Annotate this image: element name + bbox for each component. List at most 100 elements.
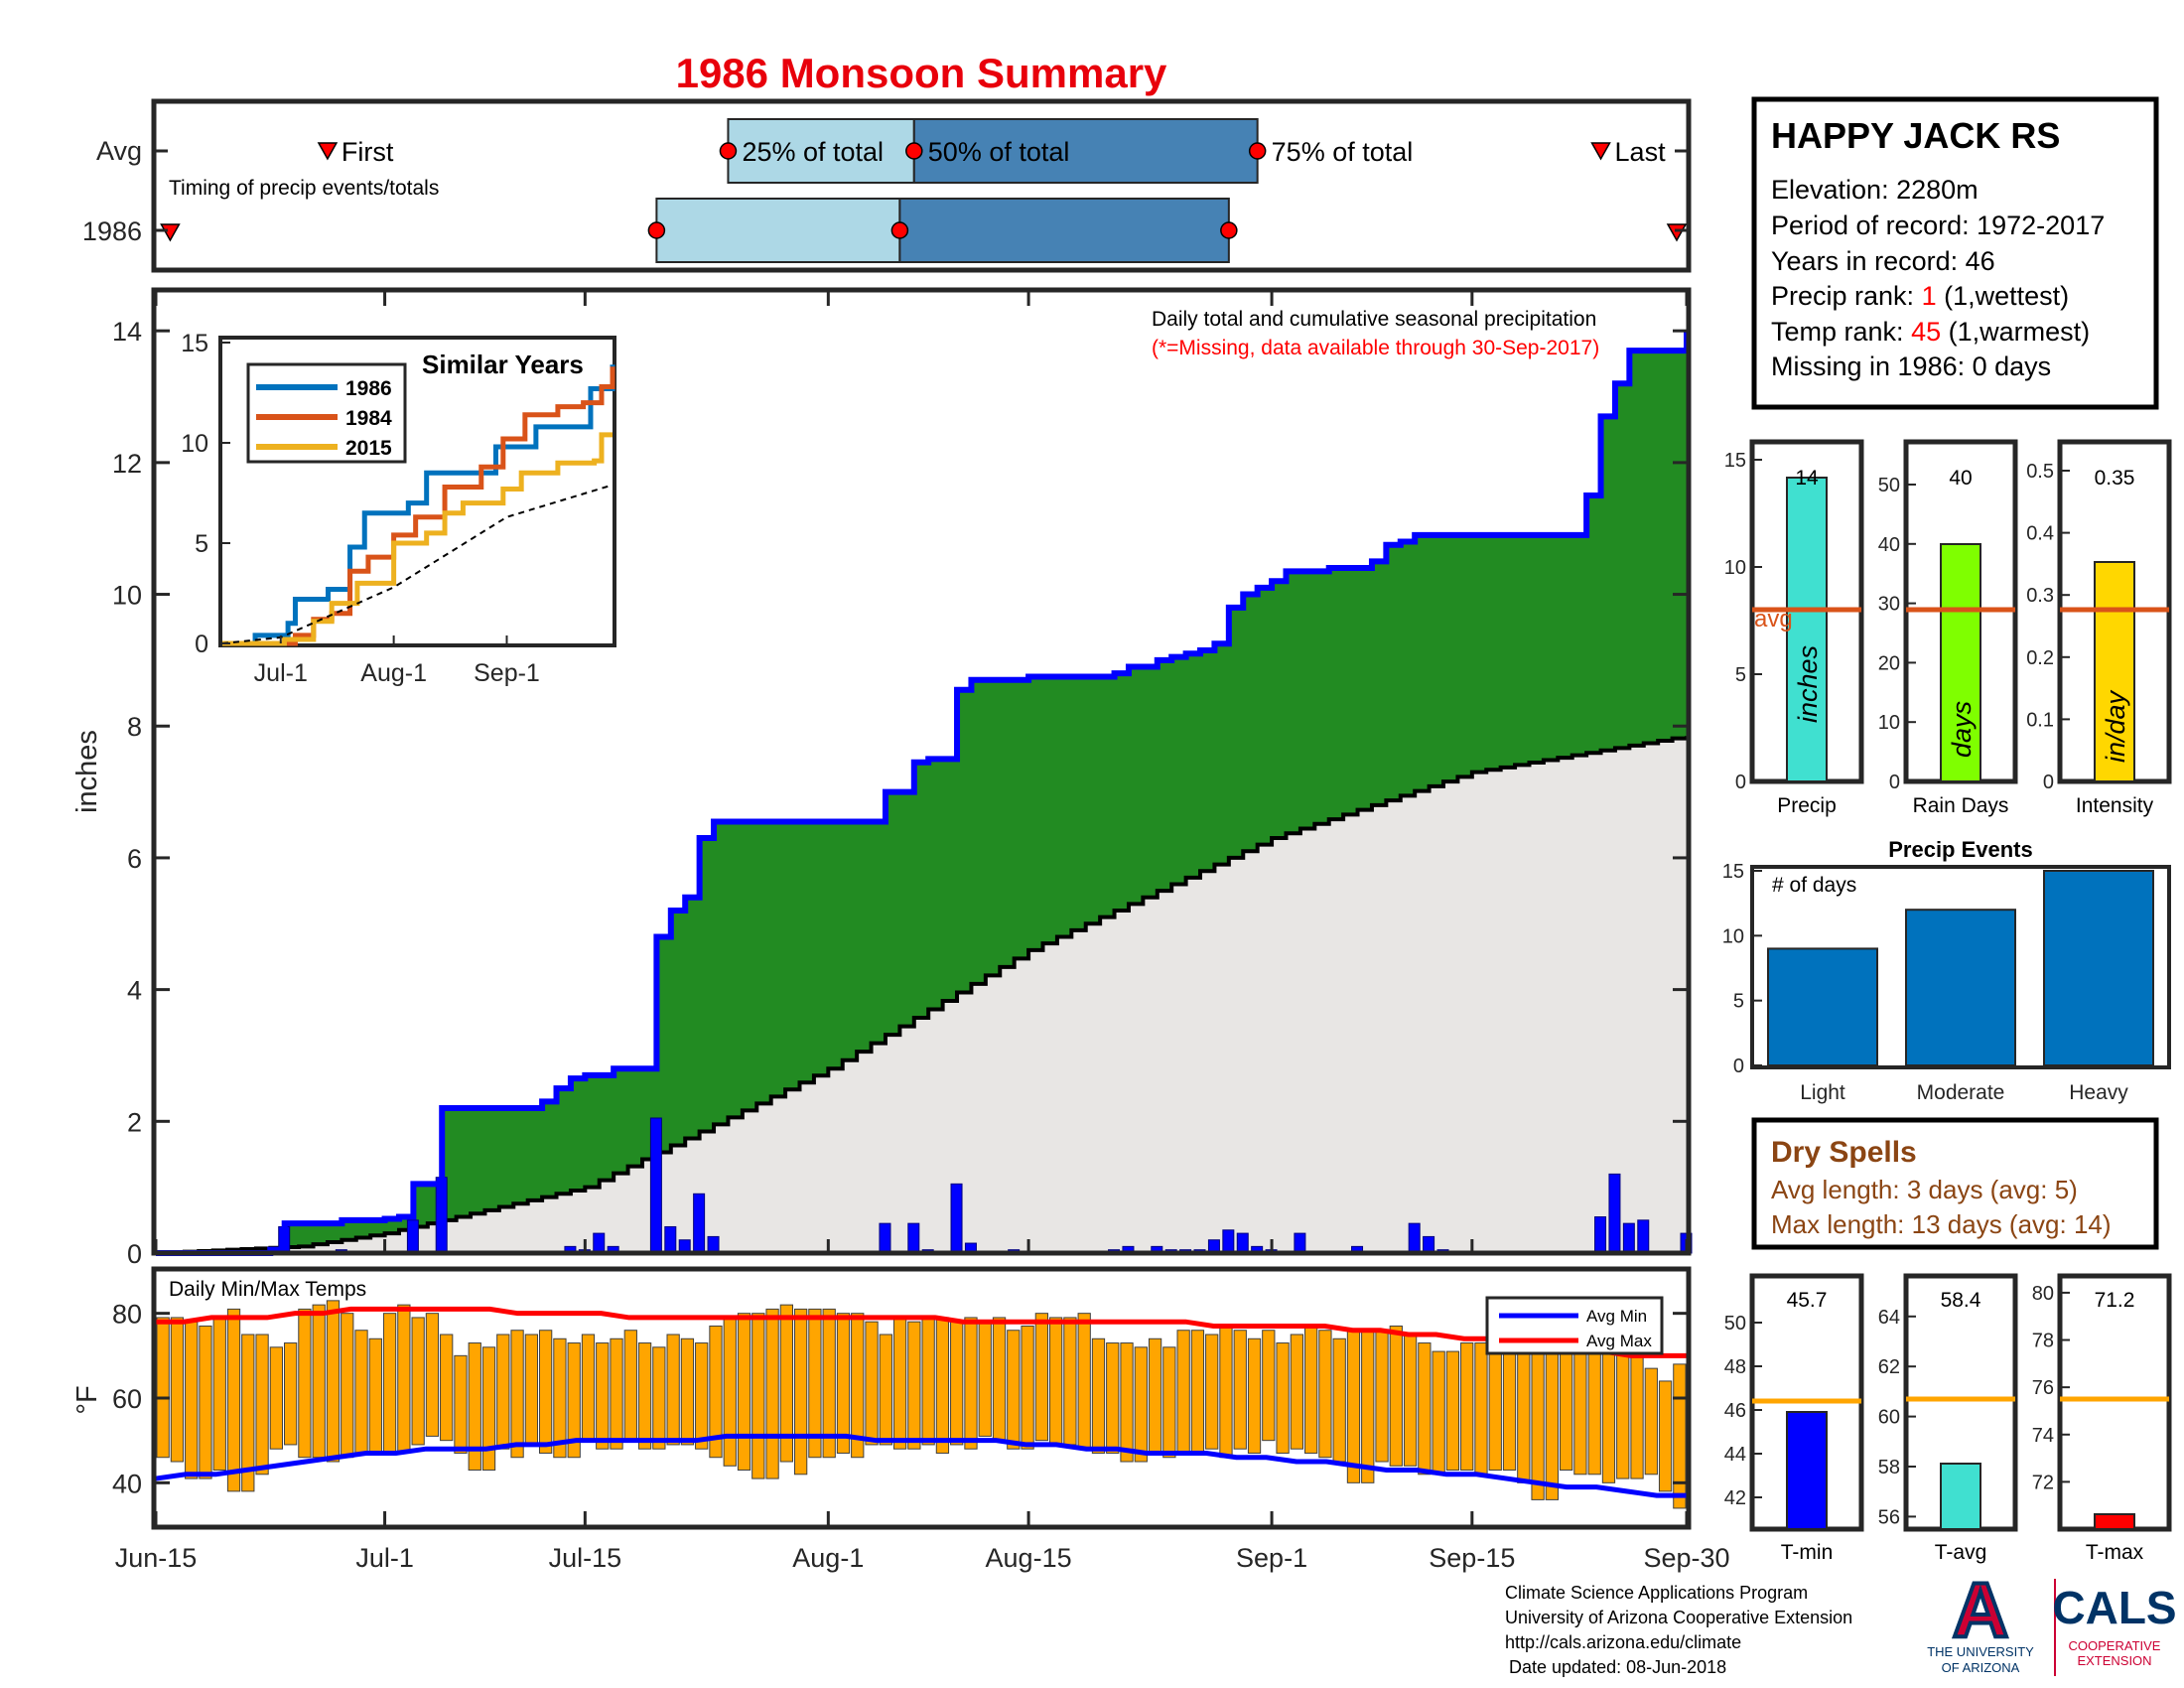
- mini-y-tick-label: 74: [2032, 1425, 2054, 1447]
- similar-years-x-tick-label: Aug-1: [360, 659, 427, 687]
- similar-years-inset: 0 5 10 15 Jul-1 Aug-1 Sep-1 Similar Years 1986…: [181, 330, 616, 687]
- daily-temp-range-bar: [1007, 1330, 1021, 1450]
- timing-marks: First Last 25% of total 50% of total 75% of …: [156, 118, 1688, 263]
- pct75-label: 75% of total: [1272, 137, 1414, 167]
- avg-min-legend-label: Avg Min: [1586, 1307, 1647, 1326]
- daily-temp-range-bar: [779, 1304, 794, 1463]
- x-tick-label: Aug-15: [986, 1543, 1072, 1573]
- daily-temp-range-bar: [284, 1342, 298, 1446]
- cals-line-1: COOPERATIVE: [2069, 1638, 2161, 1653]
- mini-y-tick-label: 60: [1878, 1407, 1900, 1429]
- daily-temp-range-bar: [454, 1354, 468, 1454]
- rain-days-y-axis: 0 10 20 30 40 50: [1878, 475, 1916, 793]
- daily-temp-range-bar: [921, 1317, 935, 1446]
- page-title: 1986 Monsoon Summary: [676, 50, 1167, 96]
- precip-y-tick-label: 8: [127, 712, 142, 742]
- daily-precip-bar: [1637, 1219, 1650, 1254]
- mini-y-tick-label: 80: [2032, 1283, 2054, 1305]
- x-tick-label: Sep-1: [1236, 1543, 1307, 1573]
- similar-years-y-tick-label: 15: [181, 330, 208, 357]
- daily-temp-range-bar: [1262, 1330, 1276, 1442]
- daily-temp-range-bar: [212, 1317, 226, 1472]
- daily-temp-range-bar: [1601, 1342, 1616, 1483]
- tmax-bar: [2094, 1513, 2135, 1530]
- mini-y-tick-label: 5: [1735, 664, 1746, 686]
- daily-temp-range-bar: [241, 1334, 255, 1492]
- temp-y-tick-label: 40: [112, 1469, 142, 1498]
- mini-y-tick-label: 40: [1878, 534, 1900, 556]
- daily-temp-range-bar: [822, 1308, 836, 1459]
- daily-precip-bar: [435, 1177, 448, 1254]
- daily-temp-range-bar: [1176, 1330, 1190, 1454]
- mini-y-tick-label: 50: [1878, 475, 1900, 496]
- footer-line-3: http://cals.arizona.edu/climate: [1505, 1632, 1741, 1652]
- daily-temp-range-bar: [1063, 1317, 1077, 1446]
- daily-temp-range-bar: [226, 1308, 241, 1492]
- precip-total-y-axis: 0 5 10 15: [1724, 450, 1762, 793]
- timing-row-label-avg: Avg: [96, 136, 142, 166]
- tavg-y-axis: 56 58 60 62 64: [1878, 1307, 1916, 1528]
- similar-year-line-2015: [222, 432, 613, 646]
- daily-temp-range-bar: [1630, 1350, 1644, 1479]
- tavg-chart: 58.4 T-avg 56 58 60 62 64: [1878, 1273, 2018, 1564]
- x-tick-label: Sep-30: [1643, 1543, 1729, 1573]
- daily-temp-range-bar: [496, 1334, 510, 1450]
- events-y-tick-label: 15: [1722, 861, 1744, 883]
- daily-temp-range-bar: [709, 1325, 723, 1459]
- daily-temp-range-bar: [1432, 1350, 1445, 1476]
- daily-temp-range-bar: [397, 1304, 411, 1454]
- precip-series: [156, 331, 1693, 1256]
- daily-temp-range-bar: [298, 1308, 312, 1459]
- similar-years-average-line: [221, 484, 614, 644]
- daily-temp-range-bar: [992, 1317, 1007, 1442]
- daily-temp-range-bar: [1134, 1346, 1148, 1463]
- daily-temp-range-bar: [1021, 1325, 1034, 1450]
- mini-y-tick-label: 0.1: [2026, 709, 2054, 731]
- daily-temp-range-bar: [1474, 1342, 1488, 1476]
- x-tick-label: Jun-15: [115, 1543, 198, 1573]
- mini-y-tick-label: 58: [1878, 1457, 1900, 1478]
- daily-temp-range-bar: [1205, 1334, 1219, 1450]
- y1986-last-marker: [1666, 223, 1688, 242]
- rain-days-unit: days: [1947, 701, 1977, 758]
- daily-temp-range-bar: [836, 1313, 851, 1454]
- mini-y-tick-label: 0: [1735, 772, 1746, 793]
- station-period: Period of record: 1972-2017: [1771, 211, 2105, 240]
- tavg-label: T-avg: [1935, 1541, 1987, 1564]
- daily-temp-range-bar: [935, 1317, 950, 1454]
- temp-y-tick-label: 80: [112, 1300, 142, 1330]
- daily-temp-range-bar: [1077, 1313, 1091, 1450]
- daily-precip-bar: [1294, 1232, 1306, 1254]
- daily-temp-range-bar: [596, 1342, 610, 1450]
- first-label: First: [341, 137, 394, 167]
- university-of-arizona-logo: A THE UNIVERSITY OF ARIZONA: [1927, 1564, 2034, 1675]
- tavg-bar: [1940, 1463, 1981, 1530]
- temp-y-tick-label: 60: [112, 1384, 142, 1414]
- avg-50pct-marker: [905, 142, 923, 160]
- daily-temp-range-bar: [185, 1321, 199, 1479]
- daily-precip-bar: [907, 1222, 920, 1254]
- tmin-value: 45.7: [1787, 1289, 1828, 1312]
- intensity-label: Intensity: [2076, 794, 2154, 817]
- precip-y-axis: 0 2 4 6 8 10 12 14: [112, 317, 1687, 1269]
- tmin-y-axis: 42 44 46 48 50: [1724, 1313, 1762, 1509]
- daily-temp-range-bar: [892, 1317, 907, 1450]
- precip-rank-label: Precip rank:: [1771, 281, 1922, 311]
- precip-events-panel: Precip Events Light Moderate Heavy 0 5 10 15 #…: [1722, 837, 2171, 1104]
- daily-temp-range-bar: [865, 1321, 879, 1446]
- daily-temp-range-bar: [1673, 1363, 1687, 1509]
- station-missing: Missing in 1986: 0 days: [1771, 352, 2051, 381]
- temp-series: [155, 1300, 1687, 1509]
- daily-temp-range-bar: [1460, 1342, 1474, 1472]
- daily-temp-range-bar: [1517, 1346, 1531, 1483]
- similar-years-x-tick-label: Jul-1: [254, 659, 308, 687]
- events-category-label: Moderate: [1917, 1081, 2005, 1104]
- temp-panel: 40 60 80 °F Daily Min/Max Temps Avg Min Av…: [71, 1266, 1692, 1530]
- events-bar-heavy: [2043, 870, 2154, 1066]
- avg-min-line: [155, 1433, 1687, 1498]
- daily-temp-range-bar: [199, 1325, 212, 1479]
- precip-y-tick-label: 10: [112, 581, 142, 611]
- daily-temp-range-bar: [1644, 1367, 1658, 1476]
- daily-temp-range-bar: [1049, 1317, 1063, 1446]
- daily-precip-bar: [1622, 1222, 1635, 1254]
